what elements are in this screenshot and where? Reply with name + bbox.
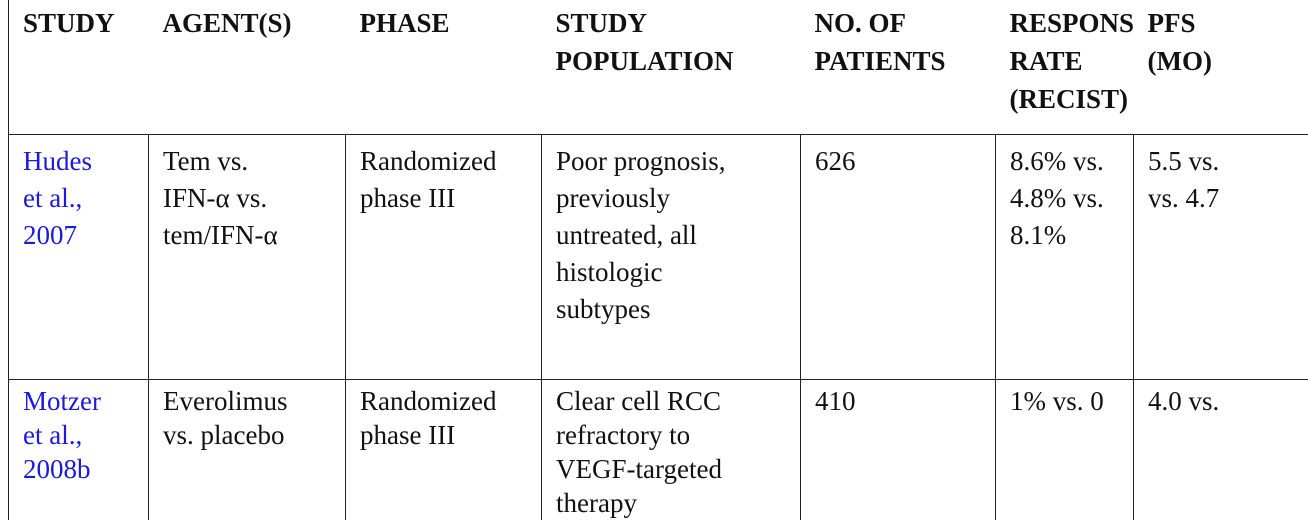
cell-line: 4.0 vs. bbox=[1148, 386, 1220, 416]
cell-line: VEGF-targeted bbox=[556, 454, 722, 484]
cell-line: STUDY bbox=[23, 8, 115, 38]
cell-line: PHASE bbox=[359, 8, 450, 38]
table-cell: 1% vs. 0 bbox=[995, 379, 1134, 520]
cell-line: subtypes bbox=[556, 294, 651, 324]
table-cell: 5.5 vs. vs. 4.7 bbox=[1133, 134, 1308, 380]
cell-line: phase III bbox=[360, 420, 456, 450]
cell-line: (RECIST) bbox=[1009, 84, 1129, 114]
study-link[interactable]: Motzer bbox=[23, 386, 101, 416]
table-body: Hudes et al., 2007 Tem vs. IFN-α vs. tem/IFN-… bbox=[8, 134, 1308, 520]
header-cell: PHASE bbox=[346, 0, 542, 135]
study-link[interactable]: 2008b bbox=[23, 454, 91, 484]
cell-line: previously bbox=[556, 183, 670, 213]
cell-line: refractory to bbox=[556, 420, 691, 450]
table-cell: 410 bbox=[800, 379, 996, 520]
cell-line: Clear cell RCC bbox=[556, 386, 721, 416]
cell-line: Everolimus bbox=[163, 386, 288, 416]
table-cell: 626 bbox=[800, 134, 996, 380]
cell-line: IFN-α vs. bbox=[163, 183, 268, 213]
cell-line: 1% vs. 0 bbox=[1010, 386, 1104, 416]
cell-line: 4.8% vs. bbox=[1010, 183, 1104, 213]
cell-line: vs. 4.7 bbox=[1148, 183, 1220, 213]
cell-line: Poor prognosis, bbox=[556, 146, 726, 176]
cell-line: STUDY bbox=[555, 8, 648, 38]
study-link[interactable]: et al., bbox=[23, 420, 83, 450]
cell-line: histologic bbox=[556, 257, 663, 287]
cell-line: tem/IFN-α bbox=[163, 220, 278, 250]
cell-line: 8.6% vs. bbox=[1010, 146, 1104, 176]
header-cell: STUDY bbox=[8, 0, 149, 135]
header-cell: PFS (MO) bbox=[1134, 0, 1308, 135]
page: STUDY AGENT(S) PHASE STUDY POPULATION NO. OF P… bbox=[8, 0, 1308, 520]
cell-line: PFS bbox=[1147, 8, 1196, 38]
table-cell: Hudes et al., 2007 bbox=[8, 134, 149, 380]
cell-line: Randomized bbox=[360, 146, 497, 176]
table-cell: Poor prognosis, previously untreated, all h… bbox=[541, 134, 801, 380]
cell-line: RESPONSE bbox=[1009, 8, 1134, 38]
cell-line: PATIENTS bbox=[814, 46, 946, 76]
header-row: STUDY AGENT(S) PHASE STUDY POPULATION NO. OF P… bbox=[8, 0, 1308, 135]
table-cell: 4.0 vs. bbox=[1133, 379, 1308, 520]
header-cell: STUDY POPULATION bbox=[542, 0, 801, 135]
header-cell: NO. OF PATIENTS bbox=[801, 0, 996, 135]
cell-line: NO. OF bbox=[814, 8, 907, 38]
table-row: Hudes et al., 2007 Tem vs. IFN-α vs. tem/IFN-… bbox=[8, 134, 1308, 380]
table-row: Motzer et al., 2008b Everolimus vs. placebo R… bbox=[8, 379, 1308, 520]
table-cell: 8.6% vs. 4.8% vs. 8.1% bbox=[995, 134, 1134, 380]
table-cell: Randomized phase III bbox=[345, 379, 542, 520]
cell-line: untreated, all bbox=[556, 220, 697, 250]
cell-line: therapy bbox=[556, 488, 637, 518]
cell-line: RATE bbox=[1009, 46, 1083, 76]
study-link[interactable]: 2007 bbox=[23, 220, 77, 250]
study-link[interactable]: et al., bbox=[23, 183, 83, 213]
header-cell: AGENT(S) bbox=[149, 0, 346, 135]
cell-line: 626 bbox=[815, 146, 856, 176]
cell-line: (MO) bbox=[1147, 46, 1212, 76]
cell-line: 410 bbox=[815, 386, 856, 416]
study-link[interactable]: Hudes bbox=[23, 146, 92, 176]
cell-line: AGENT(S) bbox=[162, 8, 292, 38]
cell-line: 8.1% bbox=[1010, 220, 1067, 250]
table-cell: Everolimus vs. placebo bbox=[148, 379, 346, 520]
table-cell: Randomized phase III bbox=[345, 134, 542, 380]
cell-line: Tem vs. bbox=[163, 146, 249, 176]
table-cell: Tem vs. IFN-α vs. tem/IFN-α bbox=[148, 134, 346, 380]
data-table: STUDY AGENT(S) PHASE STUDY POPULATION NO. OF P… bbox=[8, 0, 1308, 520]
table-cell: Clear cell RCC refractory to VEGF-targeted… bbox=[541, 379, 801, 520]
cell-line: phase III bbox=[360, 183, 456, 213]
header-cell: RESPONSE RATE (RECIST) bbox=[996, 0, 1134, 135]
cell-line: vs. placebo bbox=[163, 420, 285, 450]
cell-line: POPULATION bbox=[555, 46, 734, 76]
cell-line: Randomized bbox=[360, 386, 497, 416]
table-cell: Motzer et al., 2008b bbox=[8, 379, 149, 520]
cell-line: 5.5 vs. bbox=[1148, 146, 1220, 176]
